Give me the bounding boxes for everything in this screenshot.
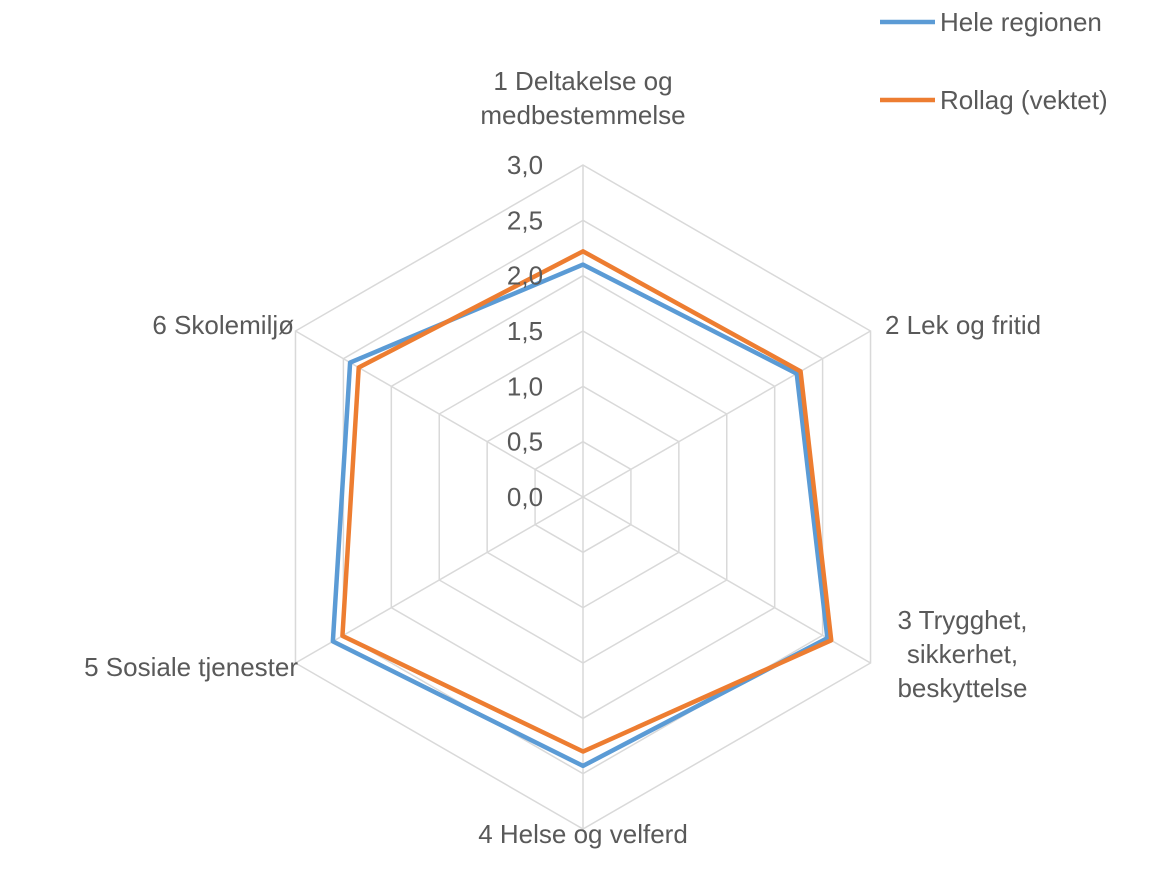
spoke [582, 330, 871, 498]
legend-label: Hele regionen [940, 7, 1102, 37]
legend-label: Rollag (vektet) [940, 85, 1108, 115]
tick-label: 0,5 [507, 427, 543, 457]
spoke [582, 496, 871, 664]
tick-label: 0,0 [507, 482, 543, 512]
category-label: 6 Skolemiljø [152, 310, 294, 340]
series-line [330, 262, 830, 769]
spoke [295, 330, 584, 498]
tick-label: 3,0 [507, 150, 543, 180]
tick-label: 1,5 [507, 316, 543, 346]
tick-label: 2,0 [507, 261, 543, 291]
category-label: 2 Lek og fritid [885, 310, 1042, 340]
category-label: 5 Sosiale tjenester [84, 652, 298, 682]
tick-label: 1,0 [507, 371, 543, 401]
category-label: 1 Deltakelse og medbestemmelse [480, 66, 686, 130]
category-label: 4 Helse og velferd [478, 819, 688, 849]
tick-label: 2,5 [507, 205, 543, 235]
category-label: 3 Trygghet, sikkerhet, beskyttelse [897, 605, 1028, 703]
series-line [340, 249, 834, 754]
